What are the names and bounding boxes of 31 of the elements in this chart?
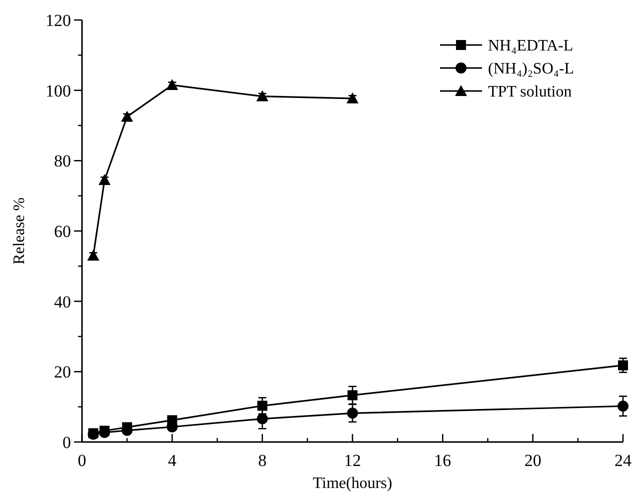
x-tick-label: 16 (434, 451, 452, 470)
point (257, 400, 268, 411)
point (256, 413, 268, 424)
point (98, 174, 111, 186)
y-tick-label: 20 (54, 362, 71, 382)
point (347, 408, 358, 419)
x-tick-label: 24 (614, 451, 632, 470)
point (618, 360, 628, 370)
legend-label: TPT solution (488, 84, 572, 101)
x-tick-label: 8 (258, 451, 267, 470)
point (618, 400, 628, 412)
legend-label: (NH₄)₂SO₄-L (488, 60, 574, 78)
y-tick-label: 120 (46, 10, 71, 30)
point (348, 390, 358, 400)
point (346, 92, 358, 104)
x-tick-label: 4 (168, 451, 177, 470)
x-tick-label: 20 (524, 451, 542, 470)
point (87, 250, 100, 261)
y-tick-label: 40 (54, 292, 71, 312)
y-tick-label: 100 (46, 81, 71, 100)
y-tick-label: 80 (54, 152, 71, 171)
x-tick-label: 12 (344, 451, 361, 470)
y-axis-title: Release % (11, 197, 28, 265)
y-tick-label: 60 (54, 222, 71, 241)
point (166, 79, 178, 90)
y-tick-label: 0 (62, 432, 71, 452)
point (121, 110, 134, 122)
point (256, 90, 268, 102)
legend-label: NH₄EDTA-L (488, 38, 574, 55)
x-axis-title: Time(hours) (312, 475, 392, 492)
x-tick-label: 0 (78, 451, 86, 470)
